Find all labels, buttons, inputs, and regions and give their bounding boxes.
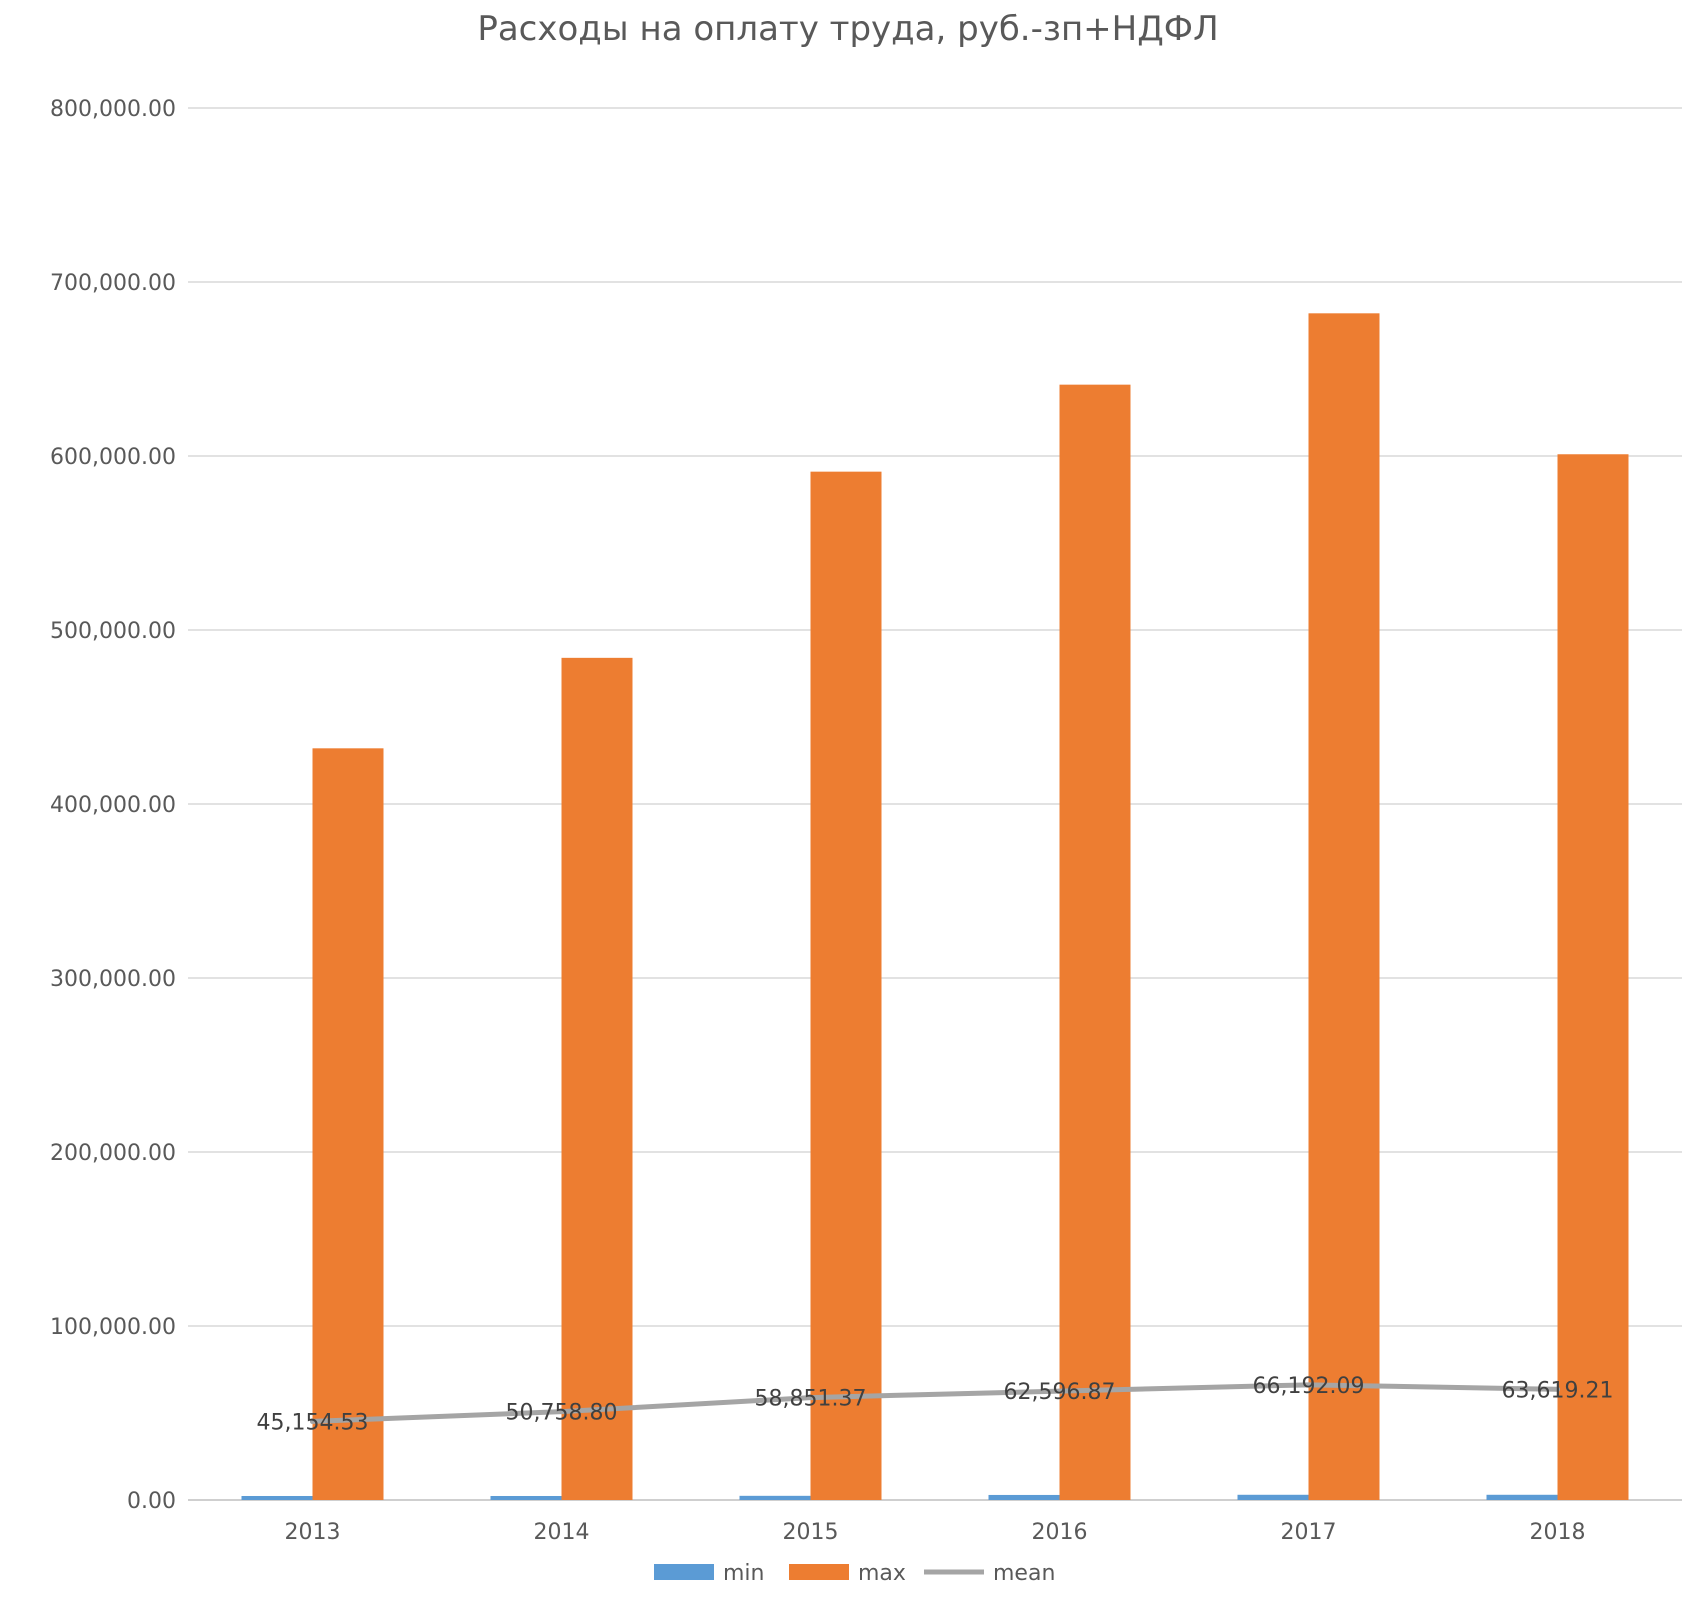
y-axis: 0.00 100,000.00 200,000.00 300,000.00 400,00…	[50, 97, 176, 1514]
data-label-mean: 50,758.80	[506, 1401, 618, 1426]
bar-max-2017	[1308, 313, 1380, 1500]
data-label-mean: 66,192.09	[1253, 1374, 1365, 1399]
y-tick-label: 300,000.00	[50, 967, 176, 992]
legend-item-max[interactable]: max	[789, 1561, 906, 1586]
point-mean-2018	[1555, 1386, 1560, 1392]
bar-min-2016	[988, 1494, 1060, 1500]
bar-max-2015	[810, 471, 882, 1500]
point-mean-2013	[310, 1418, 315, 1424]
x-tick-label: 2015	[783, 1520, 839, 1545]
bar-max-2013	[312, 748, 384, 1500]
x-tick-label: 2014	[534, 1520, 590, 1545]
mean-line	[310, 1382, 1560, 1424]
y-tick-label: 100,000.00	[50, 1315, 176, 1340]
legend-item-min[interactable]: min	[654, 1561, 765, 1586]
x-axis: 2013 2014 2015 2016 2017 2018	[285, 1520, 1586, 1545]
x-tick-label: 2013	[285, 1520, 341, 1545]
y-tick-label: 700,000.00	[50, 271, 176, 296]
x-tick-label: 2016	[1032, 1520, 1088, 1545]
y-tick-label: 200,000.00	[50, 1141, 176, 1166]
point-mean-2016	[1057, 1388, 1062, 1394]
bar-max-2014	[561, 657, 633, 1500]
bar-min-2018	[1486, 1494, 1558, 1500]
legend-label: max	[858, 1561, 906, 1586]
legend: min max mean	[654, 1561, 1055, 1586]
y-tick-label: 400,000.00	[50, 793, 176, 818]
legend-item-mean[interactable]: mean	[924, 1561, 1055, 1586]
legend-swatch	[654, 1564, 714, 1580]
chart-title: Расходы на оплату труда, руб.-зп+НДФЛ	[477, 9, 1218, 49]
y-tick-label: 800,000.00	[50, 97, 176, 122]
point-mean-2017	[1306, 1382, 1311, 1388]
bar-max-2016	[1059, 384, 1131, 1500]
y-tick-label: 600,000.00	[50, 445, 176, 470]
bar-max-2018	[1557, 454, 1629, 1500]
data-label-mean: 45,154.53	[257, 1410, 369, 1435]
legend-label: min	[723, 1561, 765, 1586]
bar-min-2017	[1237, 1494, 1309, 1500]
point-mean-2015	[808, 1395, 813, 1401]
bars	[241, 313, 1629, 1500]
data-labels: 45,154.53 50,758.80 58,851.37 62,596.87 66,1…	[257, 1374, 1614, 1436]
series-line-mean	[310, 1382, 1560, 1424]
bar-min-2013	[241, 1495, 313, 1500]
data-label-mean: 63,619.21	[1502, 1378, 1614, 1403]
point-mean-2014	[559, 1409, 564, 1415]
y-tick-label: 0.00	[127, 1489, 176, 1514]
gridlines	[188, 107, 1682, 1501]
bar-min-2014	[490, 1495, 562, 1500]
x-tick-label: 2018	[1530, 1520, 1586, 1545]
data-label-mean: 58,851.37	[755, 1387, 867, 1412]
bar-min-2015	[739, 1495, 811, 1500]
legend-label: mean	[993, 1561, 1055, 1586]
legend-swatch	[789, 1564, 849, 1580]
y-tick-label: 500,000.00	[50, 619, 176, 644]
x-tick-label: 2017	[1281, 1520, 1337, 1545]
data-label-mean: 62,596.87	[1004, 1380, 1116, 1405]
